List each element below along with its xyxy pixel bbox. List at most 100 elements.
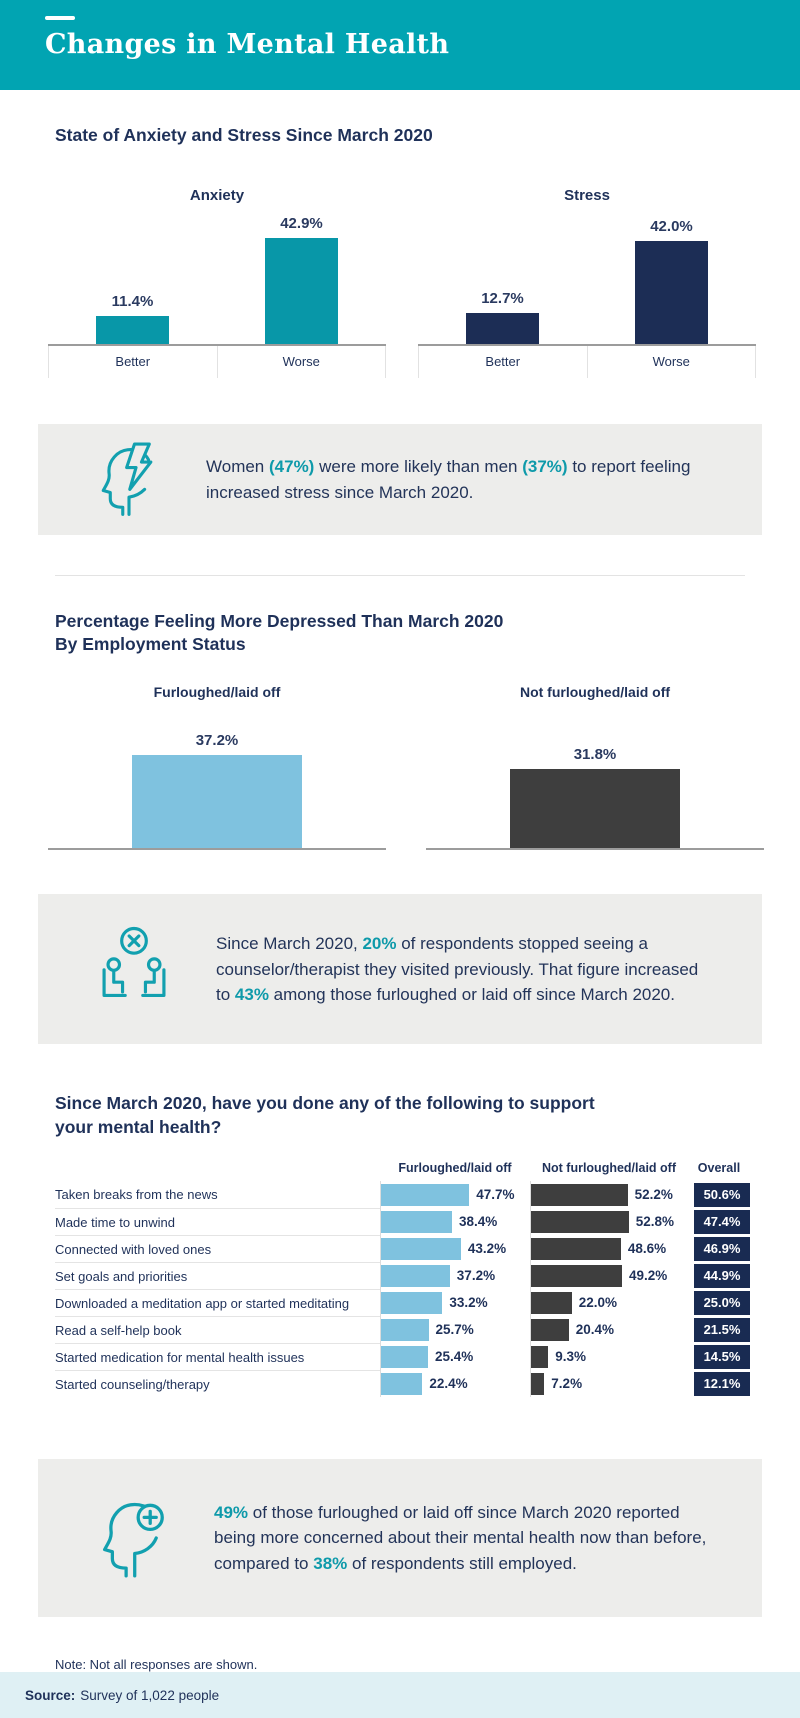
row-category: Started medication for mental health iss… bbox=[55, 1343, 380, 1370]
row-category: Connected with loved ones bbox=[55, 1235, 380, 1262]
furloughed-value: 33.2% bbox=[449, 1295, 488, 1310]
furloughed-value: 25.7% bbox=[435, 1322, 474, 1337]
concern-callout: 49% of those furloughed or laid off sinc… bbox=[38, 1459, 762, 1617]
furloughed-cell: 38.4% bbox=[380, 1208, 530, 1235]
furloughed-bar bbox=[381, 1210, 452, 1233]
stress-label-better: Better bbox=[418, 346, 588, 379]
table-row: Downloaded a meditation app or started m… bbox=[55, 1289, 750, 1316]
table-row: Connected with loved ones 43.2% 48.6% 46… bbox=[55, 1235, 750, 1262]
furloughed-value: 22.4% bbox=[429, 1376, 468, 1391]
overall-cell: 14.5% bbox=[688, 1343, 750, 1370]
anxiety-plot: 11.4% 42.9% bbox=[48, 206, 386, 347]
not-furloughed-bar bbox=[510, 768, 680, 849]
counseling-cancel-icon bbox=[90, 922, 178, 1016]
row-category: Read a self-help book bbox=[55, 1316, 380, 1343]
not-furloughed-value: 52.8% bbox=[635, 1214, 674, 1229]
row-category: Made time to unwind bbox=[55, 1208, 380, 1235]
furloughed-bar bbox=[381, 1318, 429, 1341]
not-furloughed-bar bbox=[531, 1237, 621, 1260]
not-furloughed-cell: 7.2% bbox=[530, 1370, 688, 1397]
stress-axis-labels: Better Worse bbox=[418, 346, 756, 379]
not-furloughed-value: 48.6% bbox=[627, 1241, 667, 1256]
not-furloughed-cell: 49.2% bbox=[530, 1262, 688, 1289]
support-table-header: Furloughed/laid off Not furloughed/laid … bbox=[55, 1161, 750, 1175]
furloughed-cell: 47.7% bbox=[380, 1181, 530, 1208]
not-furloughed-cell: 22.0% bbox=[530, 1289, 688, 1316]
furloughed-cell: 25.7% bbox=[380, 1316, 530, 1343]
furloughed-value: 25.4% bbox=[435, 1349, 474, 1364]
overall-badge: 25.0% bbox=[694, 1290, 750, 1315]
table-row: Made time to unwind 38.4% 52.8% 47.4% bbox=[55, 1208, 750, 1235]
stress-better-bar bbox=[466, 312, 539, 345]
furloughed-chart: Furloughed/laid off 37.2% bbox=[48, 684, 386, 851]
source-text: Survey of 1,022 people bbox=[80, 1687, 220, 1703]
row-category: Started counseling/therapy bbox=[55, 1370, 380, 1397]
anxiety-label-worse: Worse bbox=[218, 346, 386, 379]
furloughed-value: 37.2% bbox=[195, 732, 239, 750]
stress-worse-bar bbox=[635, 240, 708, 345]
not-furloughed-value: 9.3% bbox=[555, 1349, 586, 1364]
overall-badge: 21.5% bbox=[694, 1317, 750, 1342]
table-row: Started medication for mental health iss… bbox=[55, 1343, 750, 1370]
not-furloughed-cell: 20.4% bbox=[530, 1316, 688, 1343]
furloughed-value: 37.2% bbox=[456, 1268, 496, 1283]
source-label: Source: bbox=[25, 1687, 76, 1703]
row-category: Taken breaks from the news bbox=[55, 1187, 218, 1202]
not-furloughed-bar bbox=[531, 1264, 622, 1287]
overall-cell: 44.9% bbox=[688, 1262, 750, 1289]
page-title: Changes in Mental Health bbox=[45, 29, 450, 60]
stress-gender-callout: Women (47%) were more likely than men (3… bbox=[38, 424, 762, 535]
row-category: Set goals and priorities bbox=[55, 1262, 380, 1289]
not-furloughed-value: 22.0% bbox=[578, 1295, 617, 1310]
counseling-text: Since March 2020, 20% of respondents sto… bbox=[216, 934, 699, 1005]
not-furloughed-bar bbox=[531, 1210, 629, 1233]
overall-cell: 21.5% bbox=[688, 1316, 750, 1343]
furloughed-cell: 33.2% bbox=[380, 1289, 530, 1316]
table-row: Set goals and priorities 37.2% 49.2% 44.… bbox=[55, 1262, 750, 1289]
anxiety-axis-labels: Better Worse bbox=[48, 346, 386, 379]
header-spacer bbox=[55, 1161, 380, 1175]
not-furloughed-value: 49.2% bbox=[629, 1268, 668, 1283]
stress-better-value: 12.7% bbox=[481, 289, 524, 307]
furloughed-value: 38.4% bbox=[459, 1214, 498, 1229]
furloughed-bar bbox=[381, 1291, 443, 1314]
column-header-furloughed: Furloughed/laid off bbox=[398, 1161, 512, 1175]
furloughed-cell: 43.2% bbox=[380, 1235, 530, 1262]
not-furloughed-cell: 9.3% bbox=[530, 1343, 688, 1370]
furloughed-value: 43.2% bbox=[467, 1241, 507, 1256]
depressed-charts: Furloughed/laid off 37.2% Not furloughed… bbox=[48, 684, 764, 851]
column-header-not-furloughed: Not furloughed/laid off bbox=[541, 1161, 676, 1175]
overall-badge: 12.1% bbox=[694, 1371, 750, 1396]
support-table: Furloughed/laid off Not furloughed/laid … bbox=[55, 1161, 750, 1397]
furloughed-bar bbox=[381, 1183, 470, 1206]
furloughed-chart-title: Furloughed/laid off bbox=[153, 684, 281, 701]
furloughed-cell: 22.4% bbox=[380, 1370, 530, 1397]
source-footer: Source: Survey of 1,022 people bbox=[0, 1672, 800, 1718]
overall-cell: 47.4% bbox=[688, 1208, 750, 1235]
overall-badge: 46.9% bbox=[694, 1236, 750, 1261]
stress-label-worse: Worse bbox=[588, 346, 756, 379]
not-furloughed-value: 7.2% bbox=[551, 1376, 583, 1391]
overall-cell: 50.6% bbox=[688, 1181, 750, 1208]
not-furloughed-chart: Not furloughed/laid off 31.8% bbox=[426, 684, 764, 851]
stress-worse-column: 42.0% bbox=[635, 218, 708, 345]
section-divider bbox=[55, 574, 745, 576]
anxiety-label-better: Better bbox=[48, 346, 218, 379]
counseling-callout: Since March 2020, 20% of respondents sto… bbox=[38, 894, 762, 1045]
overall-badge: 47.4% bbox=[694, 1209, 750, 1234]
anxiety-stress-heading: State of Anxiety and Stress Since March … bbox=[55, 125, 433, 145]
table-row: Read a self-help book 25.7% 20.4% 21.5% bbox=[55, 1316, 750, 1343]
furloughed-cell: 37.2% bbox=[380, 1262, 530, 1289]
overall-badge: 14.5% bbox=[694, 1344, 750, 1369]
header-dash bbox=[45, 16, 75, 20]
overall-badge: 44.9% bbox=[694, 1263, 750, 1288]
anxiety-better-column: 11.4% bbox=[96, 293, 169, 345]
overall-cell: 12.1% bbox=[688, 1370, 750, 1397]
anxiety-worse-column: 42.9% bbox=[265, 215, 338, 345]
stress-gender-text: Women (47%) were more likely than men (3… bbox=[206, 457, 691, 502]
furloughed-plot: 37.2% bbox=[48, 702, 386, 851]
furloughed-cell: 25.4% bbox=[380, 1343, 530, 1370]
support-heading: Since March 2020, have you done any of t… bbox=[55, 1093, 595, 1137]
not-furloughed-bar bbox=[531, 1345, 549, 1368]
overall-badge: 50.6% bbox=[694, 1182, 750, 1207]
